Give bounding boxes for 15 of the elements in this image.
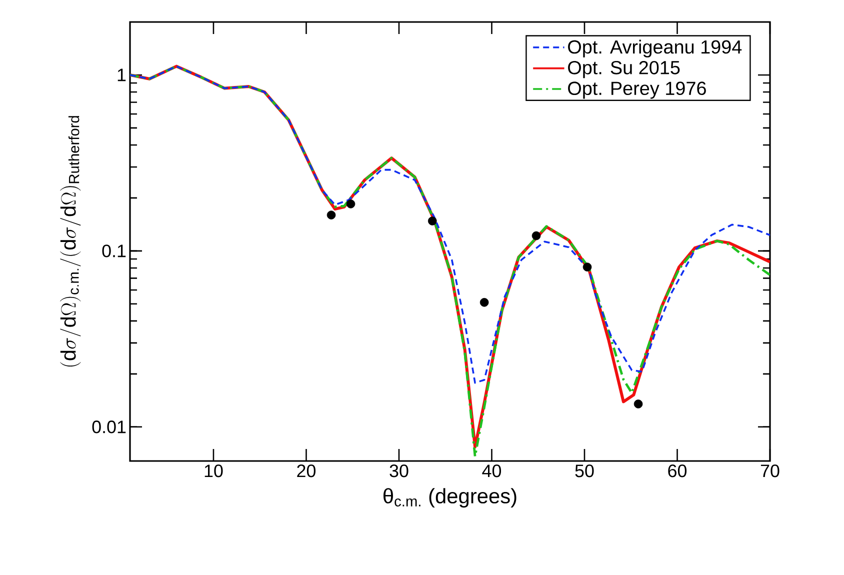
y-axis-title: $(\mathrm{d}\sigma/\mathrm{d}\Omega)_{\mathrm{c.m.}}/(\mathrm{d}\sigma/\mathrm{d}\Omega)_{\mathrm{Rutherford}}$ — [60, 116, 81, 367]
x-tick-label: 30 — [390, 464, 408, 478]
legend-label: Opt. Perey 1976 — [568, 82, 706, 99]
y-tick-label: 0.01 — [92, 420, 126, 434]
x-tick-label: 60 — [668, 464, 687, 478]
x-tick-label: 50 — [575, 464, 594, 478]
y-tick-label: 1 — [118, 68, 126, 82]
legend-label: Opt. Su 2015 — [568, 60, 680, 78]
x-axis-title: θ$_{c.m.}$ (degrees) — [384, 488, 516, 508]
x-tick-label: 20 — [297, 464, 316, 478]
x-tick-label: 40 — [482, 464, 502, 478]
x-tick-label: 70 — [760, 464, 780, 478]
legend-label: Opt. Avrigeanu 1994 — [568, 40, 742, 58]
x-tick-label: 10 — [204, 464, 223, 478]
y-tick-label: 0.1 — [102, 244, 126, 258]
